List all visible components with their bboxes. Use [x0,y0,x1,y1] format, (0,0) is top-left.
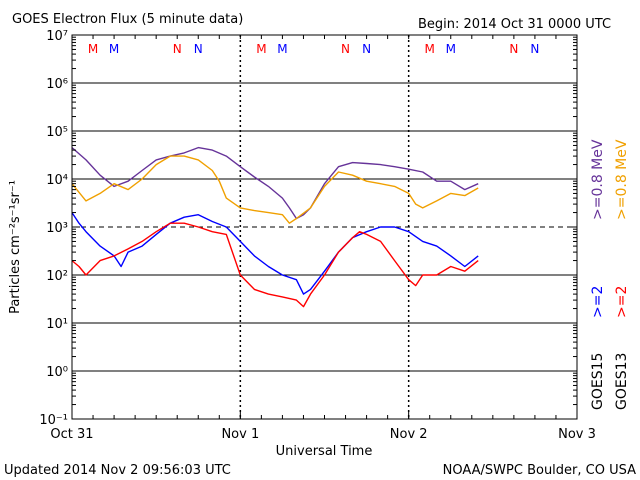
chart-title: GOES Electron Flux (5 minute data) [12,12,243,27]
y-tick-label: 10⁴ [46,173,68,188]
x-axis-label: Universal Time [276,444,373,459]
marker-label: N [362,42,371,56]
marker-label: M [277,42,287,56]
credit-label: NOAA/SWPC Boulder, CO USA [443,463,636,478]
y-tick-label: 10¹ [46,317,68,332]
y-axis-label: Particles cm⁻²s⁻¹sr⁻¹ [8,180,23,314]
legend-item: >=2 [614,286,630,318]
legend-item: GOES13 [614,353,630,410]
marker-label: N [341,42,350,56]
x-tick-label: Nov 3 [558,427,596,442]
series-line-1 [71,146,479,220]
marker-label: M [256,42,266,56]
marker-label: M [88,42,98,56]
y-tick-label: 10⁷ [46,29,68,44]
updated-timestamp: Updated 2014 Nov 2 09:56:03 UTC [4,463,231,478]
x-tick-label: Oct 31 [50,427,93,442]
series-line-4 [71,222,479,308]
marker-label: M [109,42,119,56]
y-tick-label: 10⁵ [46,125,68,140]
marker-label: M [425,42,435,56]
legend-item: GOES15 [590,353,606,410]
series-line-3 [71,212,479,295]
marker-label: M [446,42,456,56]
series-lines [71,146,479,308]
marker-label: N [173,42,182,56]
x-axis-ticks: Oct 31 Nov 1 Nov 2 Nov 3 [50,35,596,442]
y-tick-label: 10⁻¹ [39,413,68,428]
y-tick-label: 10³ [46,221,68,236]
marker-label: N [530,42,539,56]
x-tick-label: Nov 1 [221,427,259,442]
legend-item: >=0.8 MeV [590,139,606,220]
marker-label: N [509,42,518,56]
y-axis-ticks: 10⁷ 10⁶ 10⁵ 10⁴ 10³ 10² 10¹ 10⁰ 10⁻¹ [39,29,577,428]
legend-item: >=2 [590,286,606,318]
legend-item: >=0.8 MeV [614,139,630,220]
y-tick-label: 10⁶ [46,77,68,92]
y-tick-label: 10⁰ [46,365,68,380]
legend: >=0.8 MeV >=0.8 MeV >=2 >=2 GOES15 GOES13 [590,139,630,410]
x-tick-label: Nov 2 [390,427,428,442]
begin-label: Begin: 2014 Oct 31 0000 UTC [418,17,611,32]
series-line-2 [71,155,479,224]
marker-label: N [194,42,203,56]
grid-lines [72,35,577,419]
y-tick-label: 10² [46,269,68,284]
